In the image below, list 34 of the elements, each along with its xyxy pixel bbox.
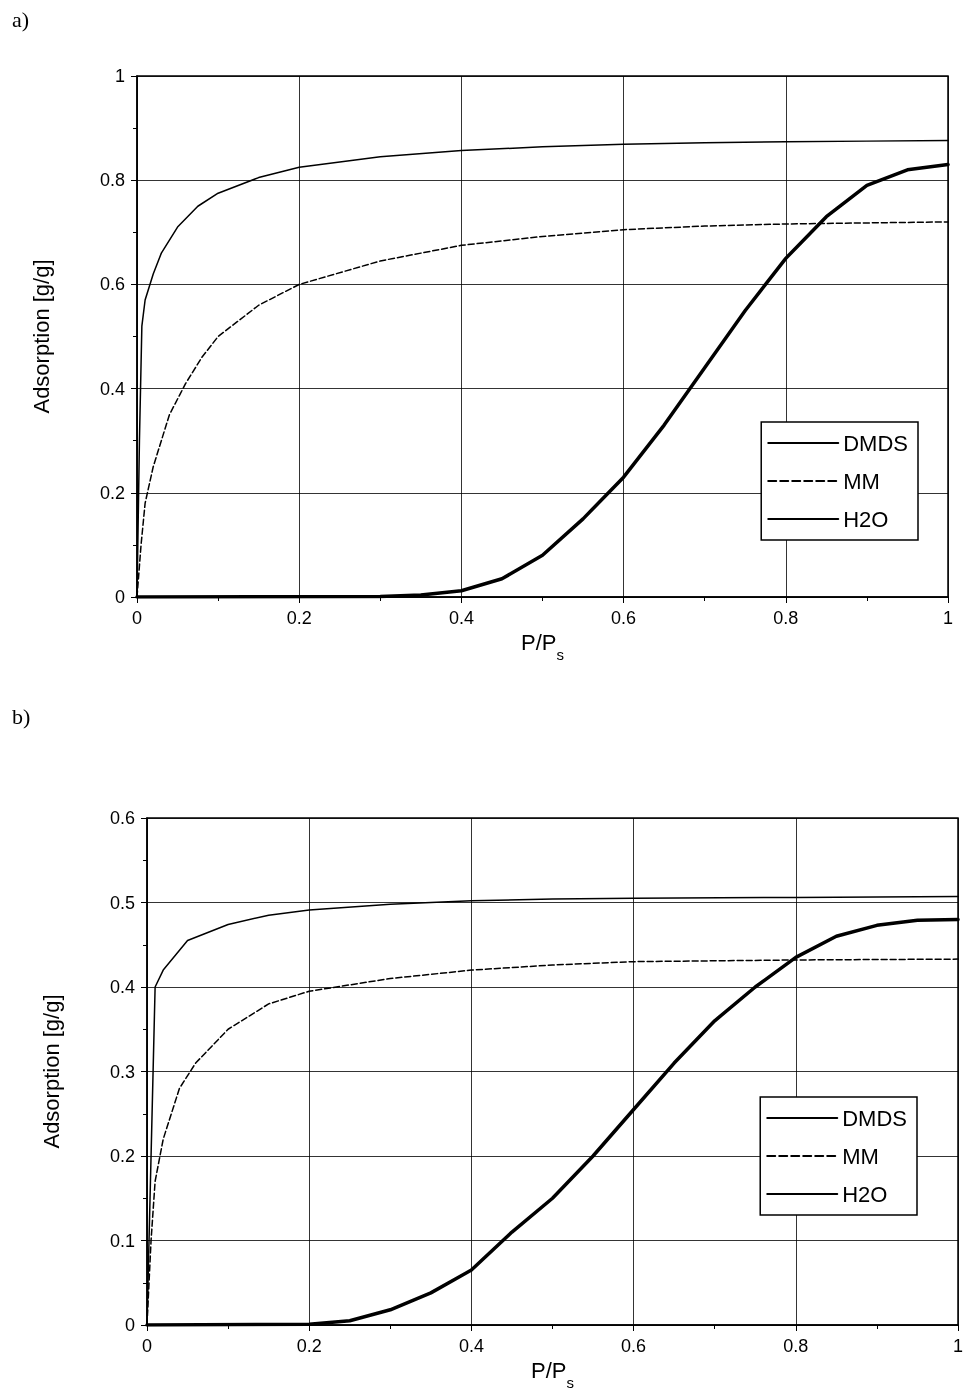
y-tick-label: 0.8 [99, 170, 125, 191]
x-tick-label: 0 [141, 1336, 153, 1356]
x-tick-label: 0.8 [783, 1336, 809, 1356]
x-tick-label: 1 [942, 608, 954, 628]
x-tick-label: 0.2 [286, 608, 312, 628]
legend-label: H2O [842, 1181, 888, 1207]
y-tick-label: 0.5 [109, 892, 135, 913]
x-tick-label: 0.6 [621, 1336, 647, 1356]
y-tick-label: 0.3 [109, 1061, 135, 1082]
x-tick-label: 0.2 [296, 1336, 322, 1356]
y-tick-label: 0.2 [109, 1146, 135, 1166]
text: b) [12, 703, 31, 729]
y-tick-label: 0.4 [99, 378, 125, 399]
x-tick-label: 0.4 [458, 1336, 484, 1356]
y-tick-label: 1 [114, 66, 125, 86]
y-tick-label: 0 [114, 587, 125, 607]
legend-label: MM [843, 468, 880, 494]
y-tick-label: 0.2 [99, 482, 125, 503]
y-tick-label: 0.1 [109, 1230, 135, 1251]
y-tick-label: 0 [124, 1315, 135, 1335]
x-tick-label: 0.6 [611, 608, 637, 628]
y-tick-label: 0.6 [109, 808, 135, 828]
y-axis-title: Adsorption [g/g] [38, 994, 64, 1149]
x-tick-label: 1 [952, 1336, 964, 1356]
y-axis-title: Adsorption [g/g] [28, 259, 54, 414]
legend-label: DMDS [843, 430, 909, 456]
x-tick-label: 0.8 [773, 608, 799, 628]
y-tick-label: 0.6 [99, 274, 125, 295]
y-tick-label: 0.4 [109, 977, 135, 997]
legend-label: DMDS [842, 1105, 908, 1131]
text: a) [12, 6, 30, 32]
x-tick-label: 0.4 [448, 608, 474, 628]
legend-label: H2O [843, 506, 889, 532]
legend-label: MM [842, 1143, 879, 1169]
